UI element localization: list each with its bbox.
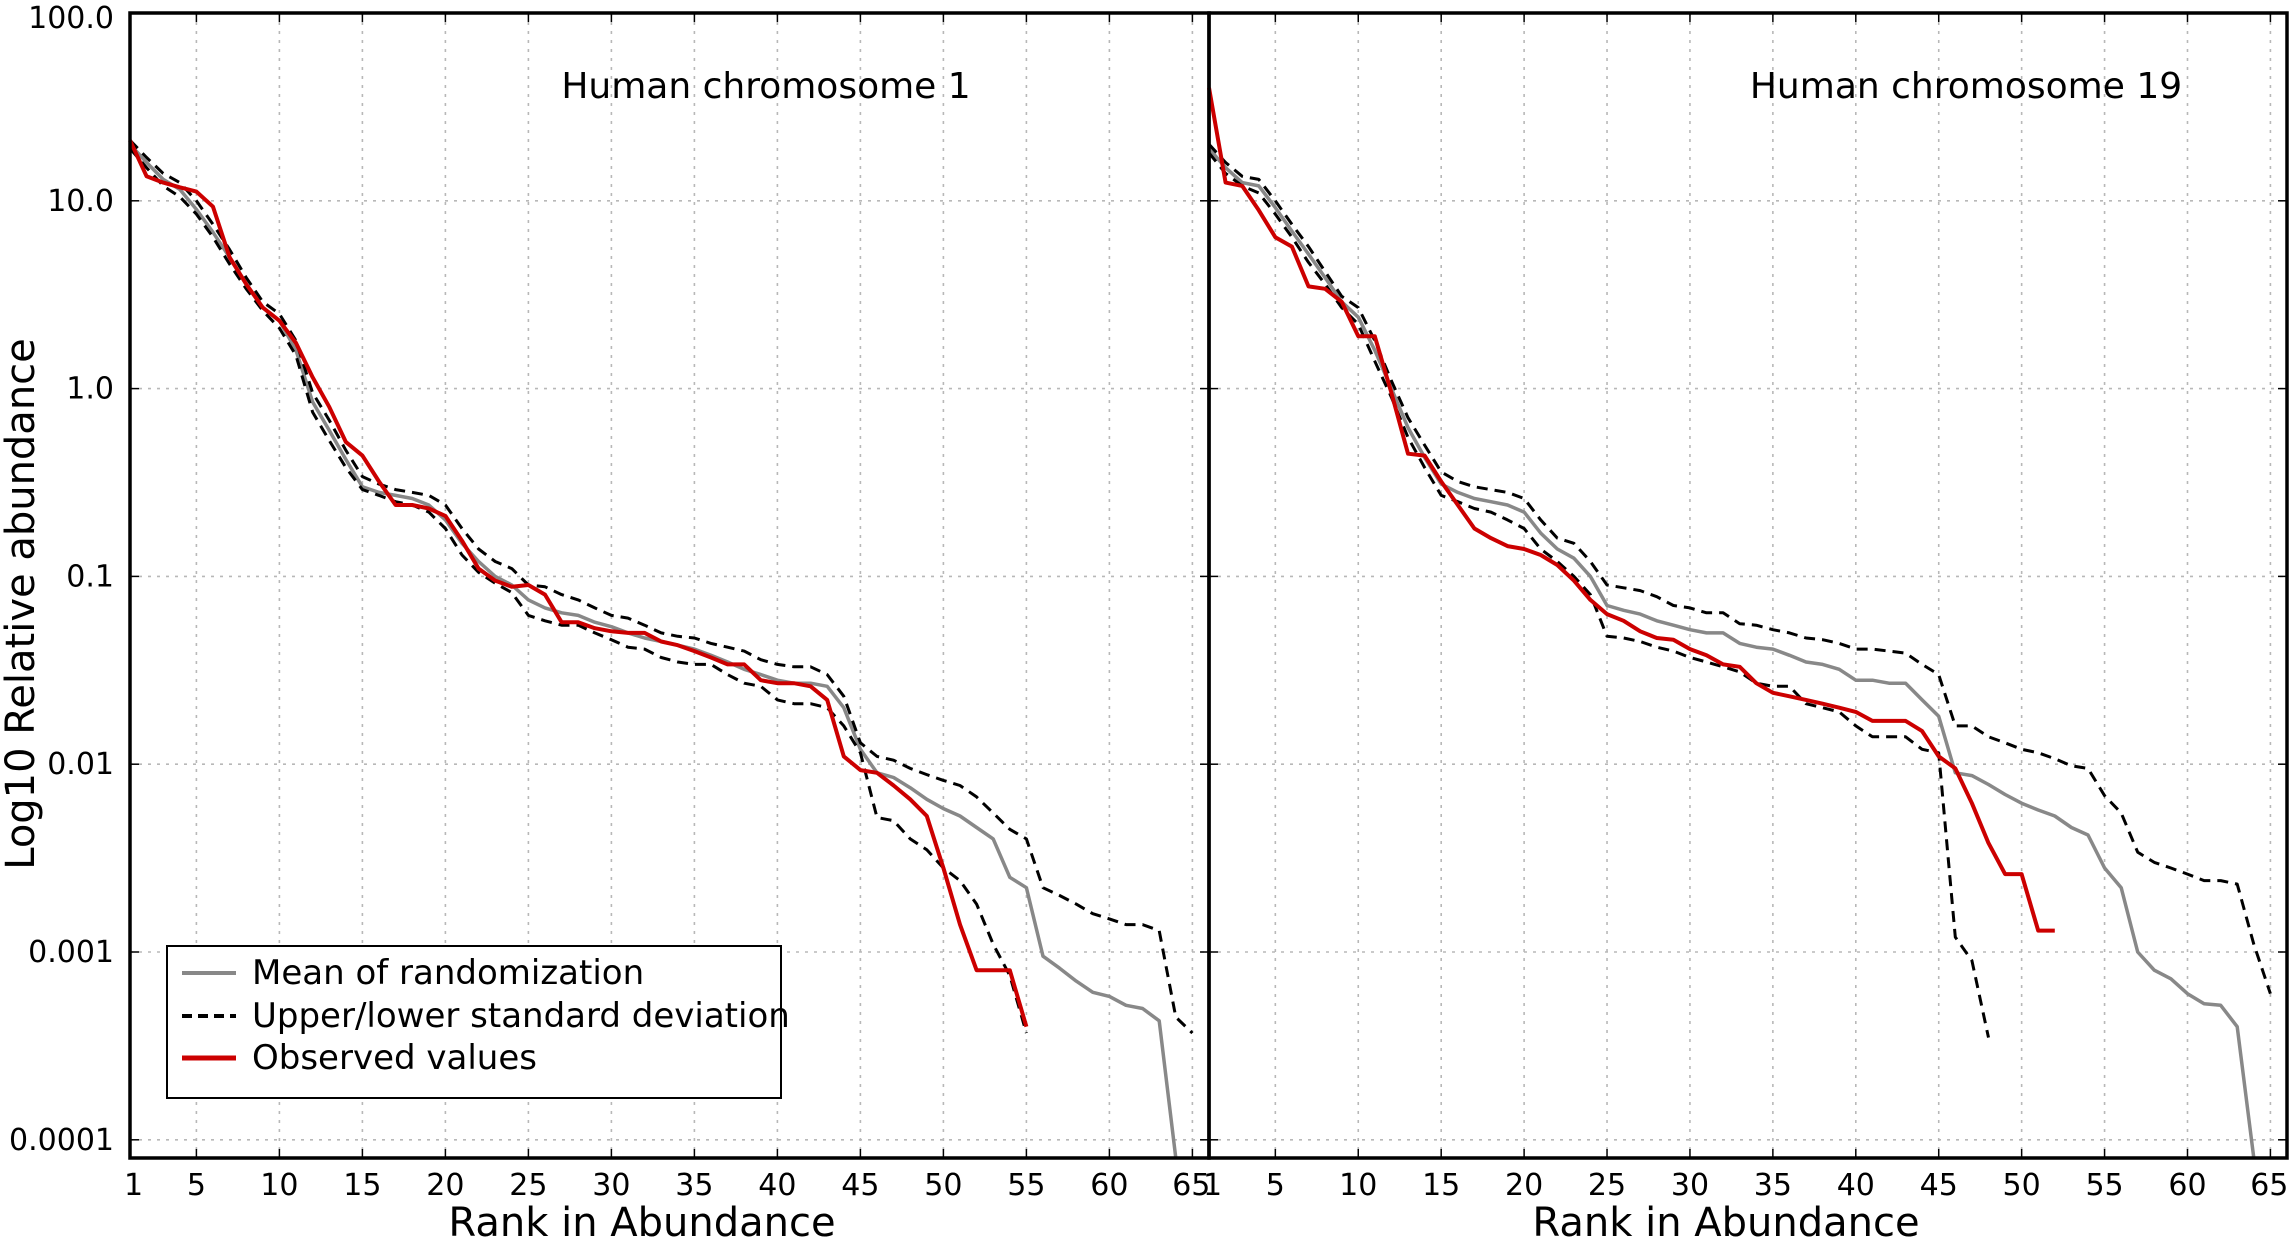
- x-tick-label: 50: [924, 1168, 962, 1203]
- y-tick-label: 0.001: [28, 935, 114, 970]
- legend-box: [166, 945, 782, 1099]
- x-tick-label: 5: [187, 1168, 206, 1203]
- x-tick-label: 10: [1339, 1168, 1377, 1203]
- y-tick-label: 0.1: [66, 559, 114, 594]
- x-tick-label: 55: [2085, 1168, 2123, 1203]
- y-tick-label: 1.0: [66, 372, 114, 407]
- y-tick-label: 10.0: [47, 184, 114, 219]
- legend-label: Upper/lower standard deviation: [252, 996, 790, 1036]
- x-tick-label: 15: [343, 1168, 381, 1203]
- x-tick-label: 1: [1203, 1168, 1222, 1203]
- series-line-1: [1207, 143, 2272, 995]
- x-tick-label: 40: [1837, 1168, 1875, 1203]
- tick-marks: [1208, 12, 2287, 1158]
- x-tick-label: 40: [758, 1168, 796, 1203]
- grid-lines: [1209, 13, 2287, 1158]
- y-tick-label: 100.0: [28, 1, 114, 36]
- series-line-0: [128, 143, 1178, 1159]
- series-lines: [128, 139, 1194, 1159]
- legend-label: Observed values: [252, 1038, 537, 1078]
- y-tick-labels: 0.0001 0.001 0.01 0.1 1.0 10.0 100.0: [9, 1, 114, 1158]
- y-tick-label: 0.0001: [9, 1123, 114, 1158]
- legend-label: Mean of randomization: [252, 953, 644, 993]
- x-tick-label: 55: [1007, 1168, 1045, 1203]
- panel-frame: [1207, 11, 2289, 1160]
- x-tick-label: 20: [426, 1168, 464, 1203]
- series-line-1: [128, 139, 1194, 1035]
- series-line-2: [128, 147, 1028, 1034]
- panel-1: 1 5 10 15 20 25 30 35 40 45 50 55 60 650.00010.0010.0…: [9, 1, 1211, 1241]
- panel-title: Human chromosome 1: [561, 66, 970, 107]
- x-tick-label: 35: [675, 1168, 713, 1203]
- x-tick-label: 10: [260, 1168, 298, 1203]
- series-line-2: [1207, 151, 1990, 1038]
- x-tick-label: 30: [592, 1168, 630, 1203]
- x-tick-label: 45: [841, 1168, 879, 1203]
- x-tick-label: 60: [1090, 1168, 1128, 1203]
- y-axis-title-group: Log10 Relative abundance: [0, 338, 44, 870]
- x-tick-label: 5: [1266, 1168, 1285, 1203]
- series-line-3: [128, 139, 1029, 1028]
- panel-title: Human chromosome 19: [1750, 66, 2182, 107]
- x-tick-label: 1: [124, 1168, 143, 1203]
- x-tick-label: 15: [1422, 1168, 1460, 1203]
- x-tick-labels: 1 5 10 15 20 25 30 35 40 45 50 55 60 65: [1203, 1168, 2288, 1203]
- x-tick-label: 25: [509, 1168, 547, 1203]
- y-axis-title: Log10 Relative abundance: [0, 338, 44, 870]
- x-axis-title: Rank in Abundance: [448, 1200, 835, 1241]
- x-tick-label: 35: [1754, 1168, 1792, 1203]
- x-axis-title: Rank in Abundance: [1532, 1200, 1919, 1241]
- series-line-0: [1207, 147, 2256, 1159]
- series-line-3: [1207, 87, 2055, 933]
- x-tick-label: 20: [1505, 1168, 1543, 1203]
- x-tick-label: 45: [1920, 1168, 1958, 1203]
- y-tick-label: 0.01: [47, 747, 114, 782]
- x-tick-label: 30: [1671, 1168, 1709, 1203]
- x-tick-labels: 1 5 10 15 20 25 30 35 40 45 50 55 60 65: [124, 1168, 1210, 1203]
- x-tick-label: 50: [2003, 1168, 2041, 1203]
- x-tick-label: 25: [1588, 1168, 1626, 1203]
- x-tick-label: 65: [1172, 1168, 1210, 1203]
- x-tick-label: 60: [2168, 1168, 2206, 1203]
- series-lines: [1207, 87, 2272, 1159]
- x-tick-label: 65: [2250, 1168, 2288, 1203]
